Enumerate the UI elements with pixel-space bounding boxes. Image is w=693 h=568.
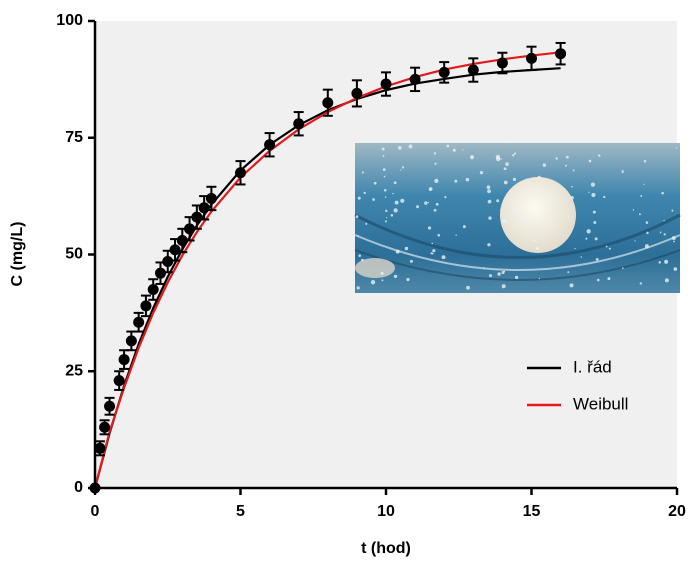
data-point <box>293 118 305 130</box>
x-axis-label: t (hod) <box>361 540 411 557</box>
data-point <box>526 52 537 64</box>
data-point <box>94 442 106 454</box>
inset-photo <box>354 143 681 293</box>
data-point <box>104 400 116 412</box>
data-point <box>351 87 363 99</box>
data-point <box>555 48 567 60</box>
data-point <box>235 167 246 179</box>
data-point <box>169 244 181 256</box>
y-tick-label: 75 <box>65 129 83 146</box>
data-point <box>133 316 145 328</box>
x-tick-label: 10 <box>377 503 395 520</box>
x-tick-label: 15 <box>523 503 541 520</box>
x-tick-label: 0 <box>91 503 100 520</box>
data-point <box>99 421 111 433</box>
x-tick-label: 5 <box>236 503 245 520</box>
data-point <box>496 57 508 69</box>
data-point <box>380 78 392 90</box>
data-point <box>191 211 203 223</box>
data-point <box>198 202 210 214</box>
data-point <box>409 73 421 85</box>
photo-bubbles <box>355 144 678 290</box>
legend-label: Weibull <box>573 394 628 413</box>
data-point <box>467 64 479 76</box>
data-point <box>162 256 174 268</box>
y-tick-label: 25 <box>65 362 83 379</box>
data-point <box>438 66 450 78</box>
y-tick-label: 0 <box>74 479 83 496</box>
data-point <box>140 300 152 312</box>
data-point <box>184 223 196 235</box>
legend-label: I. řád <box>573 357 612 376</box>
data-point <box>118 354 130 366</box>
y-tick-label: 50 <box>65 246 83 263</box>
data-point <box>176 234 188 246</box>
y-tick-label: 100 <box>56 12 83 29</box>
data-point <box>322 97 334 109</box>
data-point <box>147 284 159 296</box>
data-point <box>205 192 217 204</box>
data-point <box>113 375 125 387</box>
data-point <box>154 267 166 279</box>
data-point <box>264 139 276 151</box>
x-tick-label: 20 <box>668 503 686 520</box>
data-point <box>125 335 137 347</box>
y-axis-label: C (mg/L) <box>9 222 26 287</box>
